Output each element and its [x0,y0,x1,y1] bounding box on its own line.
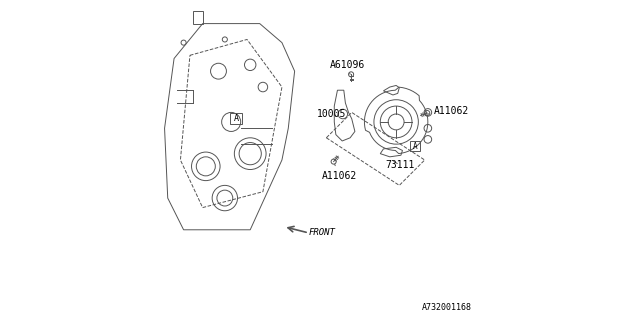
Text: A11062: A11062 [321,164,357,181]
Text: 10005: 10005 [317,109,346,119]
Text: A: A [234,114,239,123]
Text: A732001168: A732001168 [422,303,472,312]
Text: A61096: A61096 [330,60,365,74]
Text: A11062: A11062 [428,106,470,116]
Text: 73111: 73111 [385,160,415,170]
Text: FRONT: FRONT [309,228,336,237]
Text: A: A [413,142,417,151]
